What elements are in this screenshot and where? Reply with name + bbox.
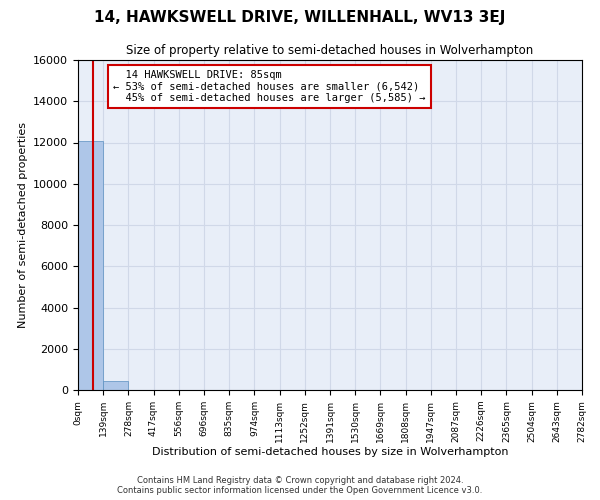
Text: 14 HAWKSWELL DRIVE: 85sqm
← 53% of semi-detached houses are smaller (6,542)
  45: 14 HAWKSWELL DRIVE: 85sqm ← 53% of semi-… <box>113 70 426 103</box>
Text: 14, HAWKSWELL DRIVE, WILLENHALL, WV13 3EJ: 14, HAWKSWELL DRIVE, WILLENHALL, WV13 3E… <box>94 10 506 25</box>
Title: Size of property relative to semi-detached houses in Wolverhampton: Size of property relative to semi-detach… <box>127 44 533 58</box>
Bar <box>103 381 128 390</box>
Text: Contains HM Land Registry data © Crown copyright and database right 2024.
Contai: Contains HM Land Registry data © Crown c… <box>118 476 482 495</box>
X-axis label: Distribution of semi-detached houses by size in Wolverhampton: Distribution of semi-detached houses by … <box>152 448 508 458</box>
Bar <box>78 142 103 390</box>
Y-axis label: Number of semi-detached properties: Number of semi-detached properties <box>17 122 28 328</box>
